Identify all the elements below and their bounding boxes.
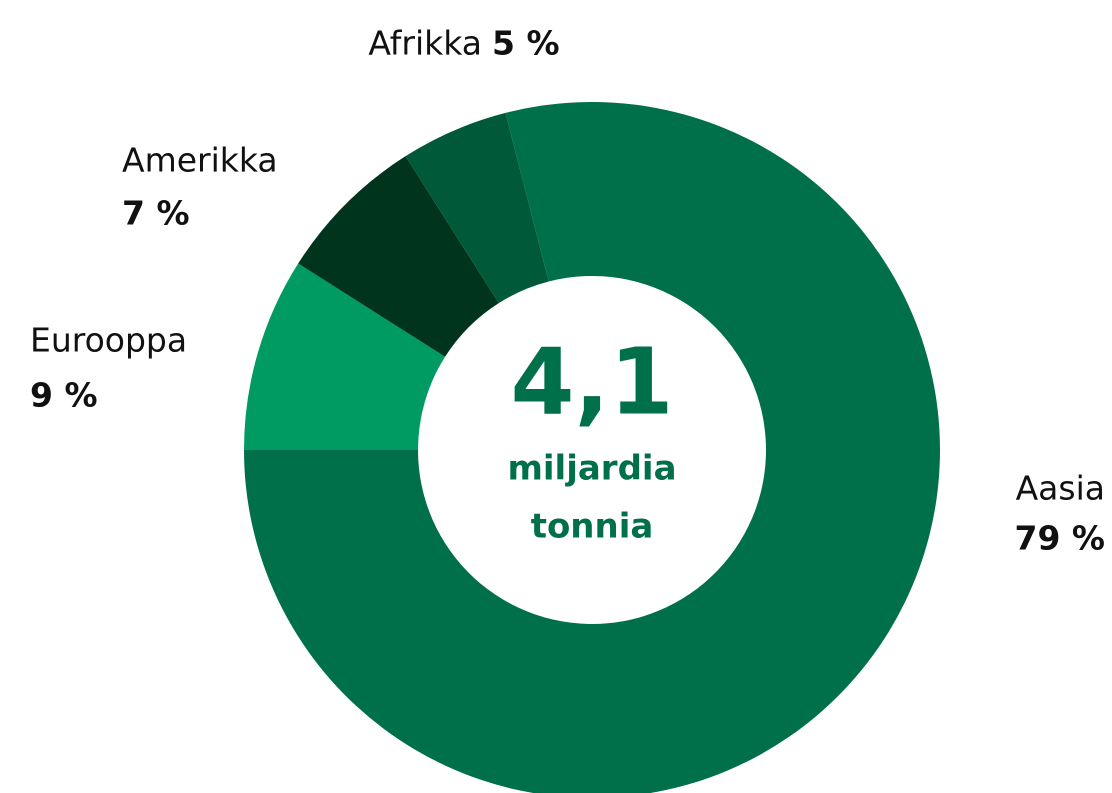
donut-slice xyxy=(244,102,940,793)
center-unit: miljardia xyxy=(507,449,676,489)
value-label: 5 % xyxy=(492,24,560,63)
donut xyxy=(244,102,940,793)
donut-slice xyxy=(244,263,446,450)
value-label: 9 % xyxy=(30,376,98,415)
slice-label: Eurooppa xyxy=(30,321,187,360)
center-unit: tonnia xyxy=(531,507,654,547)
donut-slice xyxy=(298,156,499,357)
slice-label: Aasia xyxy=(1016,469,1105,508)
value-label: 79 % xyxy=(1015,519,1105,558)
slice-label: Amerikka xyxy=(122,141,278,180)
center-value: 4,1 xyxy=(511,328,674,435)
donut-slice xyxy=(405,112,549,304)
value-label: 7 % xyxy=(122,194,190,233)
slice-label: Afrikka xyxy=(368,24,482,63)
